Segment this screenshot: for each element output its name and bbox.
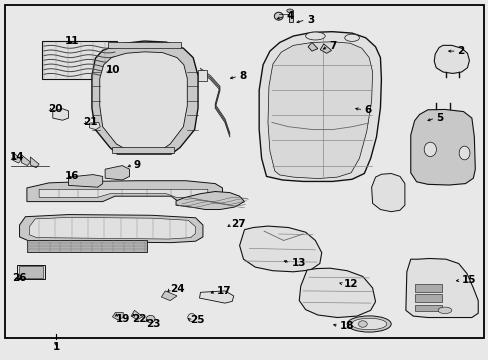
PathPatch shape (259, 32, 381, 181)
Bar (112, 147, 173, 153)
Ellipse shape (346, 316, 390, 332)
Text: 13: 13 (291, 258, 305, 268)
PathPatch shape (27, 181, 222, 202)
PathPatch shape (371, 174, 404, 212)
Ellipse shape (437, 307, 451, 314)
Text: 9: 9 (134, 159, 141, 170)
Ellipse shape (274, 12, 283, 20)
Ellipse shape (351, 318, 386, 330)
Bar (414, 294, 441, 302)
PathPatch shape (161, 291, 177, 301)
PathPatch shape (100, 52, 187, 148)
PathPatch shape (299, 268, 375, 318)
Text: 8: 8 (239, 71, 246, 81)
Ellipse shape (146, 315, 155, 323)
Ellipse shape (305, 32, 325, 40)
Text: 14: 14 (10, 152, 24, 162)
Text: 22: 22 (132, 314, 147, 324)
Text: 16: 16 (65, 171, 80, 181)
Bar (414, 284, 441, 292)
PathPatch shape (30, 157, 39, 168)
Text: 17: 17 (217, 286, 231, 296)
PathPatch shape (20, 215, 203, 243)
Text: 24: 24 (169, 284, 184, 294)
Text: 15: 15 (461, 275, 475, 285)
PathPatch shape (39, 189, 207, 197)
Ellipse shape (358, 321, 366, 327)
Text: 6: 6 (364, 105, 371, 115)
PathPatch shape (105, 166, 129, 180)
PathPatch shape (29, 217, 195, 239)
PathPatch shape (433, 45, 468, 73)
PathPatch shape (112, 312, 123, 320)
Text: 10: 10 (106, 65, 121, 75)
Bar (107, 42, 181, 48)
Text: 5: 5 (435, 113, 443, 123)
PathPatch shape (199, 291, 233, 303)
Bar (27, 240, 146, 252)
Text: 26: 26 (12, 273, 26, 283)
Text: 18: 18 (339, 321, 354, 331)
Bar (289, 10, 292, 22)
Text: 11: 11 (65, 36, 80, 46)
Text: 23: 23 (146, 319, 161, 329)
Text: 25: 25 (189, 315, 204, 325)
PathPatch shape (89, 122, 100, 130)
Text: 3: 3 (306, 15, 314, 25)
PathPatch shape (267, 42, 372, 179)
Text: 2: 2 (456, 46, 463, 56)
PathPatch shape (21, 155, 30, 166)
PathPatch shape (131, 310, 142, 320)
Ellipse shape (423, 142, 435, 157)
PathPatch shape (92, 41, 198, 154)
Ellipse shape (344, 34, 359, 41)
PathPatch shape (405, 258, 477, 318)
Text: 27: 27 (230, 219, 245, 229)
PathPatch shape (13, 152, 21, 163)
Text: 12: 12 (344, 279, 358, 289)
Polygon shape (176, 192, 244, 210)
Text: 4: 4 (285, 11, 293, 21)
Text: 7: 7 (328, 41, 336, 51)
Text: 21: 21 (83, 117, 98, 127)
Ellipse shape (458, 146, 469, 160)
Bar (414, 305, 441, 311)
Bar (198, 70, 206, 81)
Text: 20: 20 (48, 104, 62, 114)
Bar (41, 41, 117, 79)
Text: 1: 1 (53, 342, 60, 352)
PathPatch shape (307, 42, 317, 51)
PathPatch shape (68, 175, 102, 187)
Bar (17, 265, 45, 279)
Bar (19, 266, 43, 278)
PathPatch shape (410, 109, 474, 185)
PathPatch shape (239, 226, 321, 272)
Text: 19: 19 (115, 314, 129, 324)
Ellipse shape (286, 9, 292, 13)
PathPatch shape (320, 44, 331, 53)
PathPatch shape (53, 109, 68, 120)
Ellipse shape (187, 314, 195, 321)
